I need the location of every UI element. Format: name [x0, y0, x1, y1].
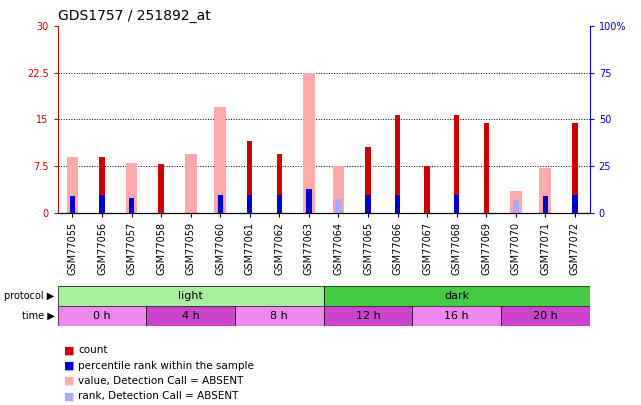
Text: count: count	[78, 345, 108, 355]
Bar	[277, 153, 282, 213]
Bar	[58, 286, 324, 306]
Bar	[158, 198, 164, 213]
Text: ■: ■	[64, 376, 74, 386]
Bar	[214, 107, 226, 213]
Bar	[158, 164, 164, 213]
Text: value, Detection Call = ABSENT: value, Detection Call = ABSENT	[78, 376, 244, 386]
Text: ■: ■	[64, 361, 74, 371]
Bar	[303, 73, 315, 213]
Bar	[454, 195, 460, 213]
Bar	[99, 157, 104, 213]
Bar	[335, 199, 342, 213]
Bar	[217, 196, 224, 213]
Text: GDS1757 / 251892_at: GDS1757 / 251892_at	[58, 9, 210, 23]
Text: light: light	[178, 291, 203, 301]
Text: 0 h: 0 h	[93, 311, 111, 321]
Bar	[454, 115, 460, 213]
Bar	[365, 195, 370, 213]
Bar	[58, 306, 146, 326]
Bar	[572, 195, 578, 213]
Text: dark: dark	[444, 291, 469, 301]
Bar	[247, 141, 253, 213]
Text: rank, Detection Call = ABSENT: rank, Detection Call = ABSENT	[78, 392, 238, 401]
Bar	[217, 195, 223, 213]
Bar	[395, 115, 400, 213]
Bar	[129, 198, 134, 213]
Bar	[501, 306, 590, 326]
Bar	[185, 153, 197, 213]
Bar	[424, 166, 430, 213]
Bar	[324, 286, 590, 306]
Bar	[146, 306, 235, 326]
Bar	[235, 306, 324, 326]
Bar	[333, 166, 344, 213]
Bar	[365, 147, 370, 213]
Text: 12 h: 12 h	[356, 311, 380, 321]
Text: ■: ■	[64, 345, 74, 355]
Text: time ▶: time ▶	[22, 311, 54, 321]
Bar	[412, 306, 501, 326]
Bar	[247, 195, 253, 213]
Text: ■: ■	[64, 392, 74, 401]
Bar	[324, 306, 412, 326]
Text: 4 h: 4 h	[182, 311, 199, 321]
Bar	[99, 195, 104, 213]
Bar	[483, 123, 489, 213]
Bar	[513, 200, 519, 213]
Text: percentile rank within the sample: percentile rank within the sample	[78, 361, 254, 371]
Bar	[510, 191, 522, 213]
Bar	[306, 190, 312, 213]
Text: 20 h: 20 h	[533, 311, 558, 321]
Text: protocol ▶: protocol ▶	[4, 291, 54, 301]
Bar	[70, 196, 75, 213]
Bar	[306, 190, 312, 213]
Bar	[395, 195, 400, 213]
Bar	[540, 168, 551, 213]
Text: 8 h: 8 h	[271, 311, 288, 321]
Bar	[543, 196, 548, 213]
Bar	[572, 123, 578, 213]
Text: 16 h: 16 h	[444, 311, 469, 321]
Bar	[67, 157, 78, 213]
Bar	[277, 195, 282, 213]
Bar	[126, 163, 137, 213]
